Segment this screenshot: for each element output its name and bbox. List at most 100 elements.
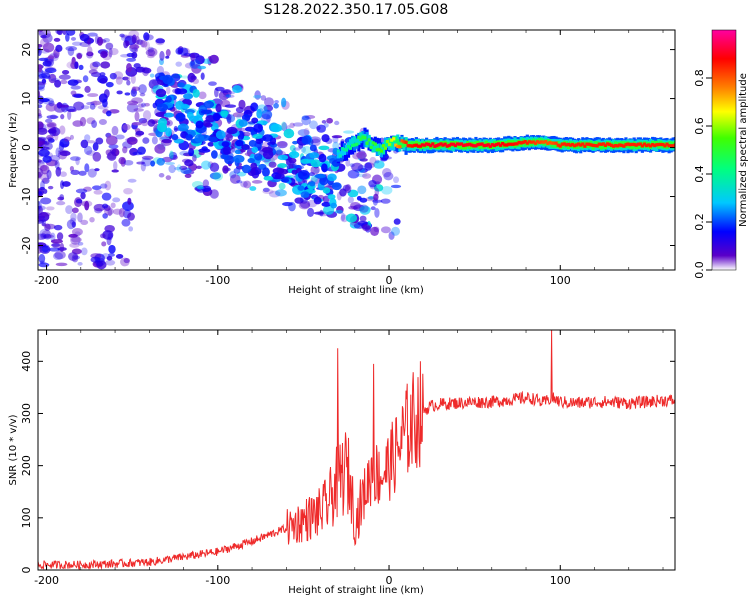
spectrogram-blob (165, 127, 172, 137)
spectrogram-trace-segment (612, 144, 616, 148)
spectrogram-blob (198, 91, 207, 100)
spectrogram-blob (248, 140, 257, 147)
spectrogram-blob (68, 252, 79, 261)
spectrogram-trace-segment (657, 142, 661, 147)
spectrogram-blob (41, 78, 47, 84)
spectrogram-trace-segment (577, 142, 581, 146)
spectrogram-trace-segment (614, 143, 618, 148)
spectrogram-blob (373, 184, 384, 192)
spectrogram-blob (55, 262, 68, 267)
spectrogram-blob (127, 197, 132, 205)
spectrogram-trace-segment (529, 140, 534, 144)
spectrogram-blob (92, 61, 101, 68)
spectrogram-blob (49, 155, 61, 162)
spectrogram-blob (125, 137, 137, 142)
spectrogram-blob (235, 139, 244, 147)
spectrogram-blob (142, 137, 150, 144)
spectrogram-trace-segment (535, 140, 540, 144)
spectrogram-blob (262, 187, 270, 193)
spectrogram-blob (119, 33, 125, 38)
spectrogram-blob (321, 163, 328, 173)
spectrogram-frame (37, 29, 676, 271)
spectrogram-blob (42, 137, 50, 146)
spectrogram-blob (141, 157, 152, 167)
spectrogram-blob (369, 156, 377, 166)
spectrogram-blob (115, 76, 123, 85)
spectrogram-blob (42, 155, 52, 163)
spectrogram-blob (42, 97, 54, 105)
spectrogram-blob (67, 79, 79, 86)
spectrogram-blob (208, 136, 218, 143)
spectrogram-trace-segment (622, 144, 626, 148)
spectrogram-blob (38, 201, 41, 206)
spectrogram-blob (200, 72, 205, 80)
spectrogram-trace-segment (665, 142, 669, 146)
spectrogram-blob (66, 30, 76, 36)
spectrogram-blob (136, 161, 145, 165)
spectrogram-blob (38, 171, 42, 179)
spectrogram-blob (131, 97, 143, 104)
spectrogram-blob (221, 141, 230, 147)
spectrogram-blob (98, 118, 107, 125)
spectrogram-trace-segment (359, 137, 363, 141)
spectrogram-trace-segment (486, 143, 490, 147)
spectrogram-blob (368, 180, 377, 188)
spectrogram-trace-segment (618, 143, 622, 147)
spectrogram-trace-segment (388, 142, 392, 147)
spectrogram-trace-segment (402, 140, 406, 144)
spectrogram-blob (241, 144, 250, 151)
spectrogram-blob (126, 136, 138, 145)
spectrogram-trace-segment (480, 142, 484, 146)
spectrogram-trace-segment (599, 142, 603, 146)
spectrogram-blob (108, 109, 120, 114)
spectrogram-blob (380, 226, 391, 234)
spectrogram-trace-segment (583, 144, 587, 148)
spectrogram-trace-segment (609, 143, 614, 147)
spectrogram-trace-segment (429, 144, 433, 148)
spectrogram-blob (184, 159, 194, 167)
spectrogram-blob (46, 59, 53, 64)
spectrogram-blob (131, 122, 142, 126)
spectrogram-trace-segment (667, 144, 671, 148)
spectrogram-trace-segment (628, 143, 632, 147)
spectrogram-trace-segment (459, 143, 464, 150)
spectrogram-blob (120, 35, 132, 42)
spectrogram-blob (331, 135, 343, 139)
spectrogram-trace-segment (523, 139, 527, 144)
spectrogram-blob (332, 141, 340, 151)
spectrogram-trace-segment (636, 142, 640, 146)
spectrogram-blob (356, 195, 362, 201)
spectrogram-blob (306, 207, 315, 218)
spectrogram-blob (298, 201, 311, 210)
spectrogram-trace-segment (509, 142, 513, 146)
spectrogram-blob (129, 44, 140, 50)
spectrogram-y-tick-label: -10 (20, 188, 33, 206)
snr-x-tick-label: 100 (550, 574, 571, 587)
spectrogram-trace-segment (381, 148, 386, 155)
spectrogram-blob (194, 134, 205, 143)
spectrogram-blob (87, 93, 99, 98)
spectrogram-blob (56, 200, 66, 206)
spectrogram-blob (120, 53, 131, 58)
spectrogram-blob (70, 90, 77, 96)
spectrogram-trace-segment (492, 143, 497, 148)
snr-ticks: -200 -100 0 100 0 100 200 300 400 (20, 330, 675, 587)
spectrogram-blob (347, 196, 354, 204)
spectrogram-blob (38, 121, 44, 130)
spectrogram-blob (59, 104, 70, 108)
spectrogram-blob (241, 164, 252, 174)
spectrogram-blob (391, 226, 400, 236)
spectrogram-trace-segment (400, 139, 404, 143)
spectrogram-blob (197, 188, 207, 193)
spectrogram-trace-segment (651, 142, 655, 147)
spectrogram-blob (142, 110, 152, 121)
spectrogram-trace-segment (402, 140, 406, 148)
spectrogram-trace-segment (373, 142, 377, 146)
spectrogram-trace-segment (653, 143, 657, 148)
spectrogram-blob (65, 105, 76, 112)
spectrogram-blob (75, 198, 83, 204)
spectrogram-trace-segment (589, 143, 593, 147)
spectrogram-blob (339, 188, 347, 197)
spectrogram-trace-segment (336, 149, 340, 153)
spectrogram-trace-segment (455, 142, 460, 146)
